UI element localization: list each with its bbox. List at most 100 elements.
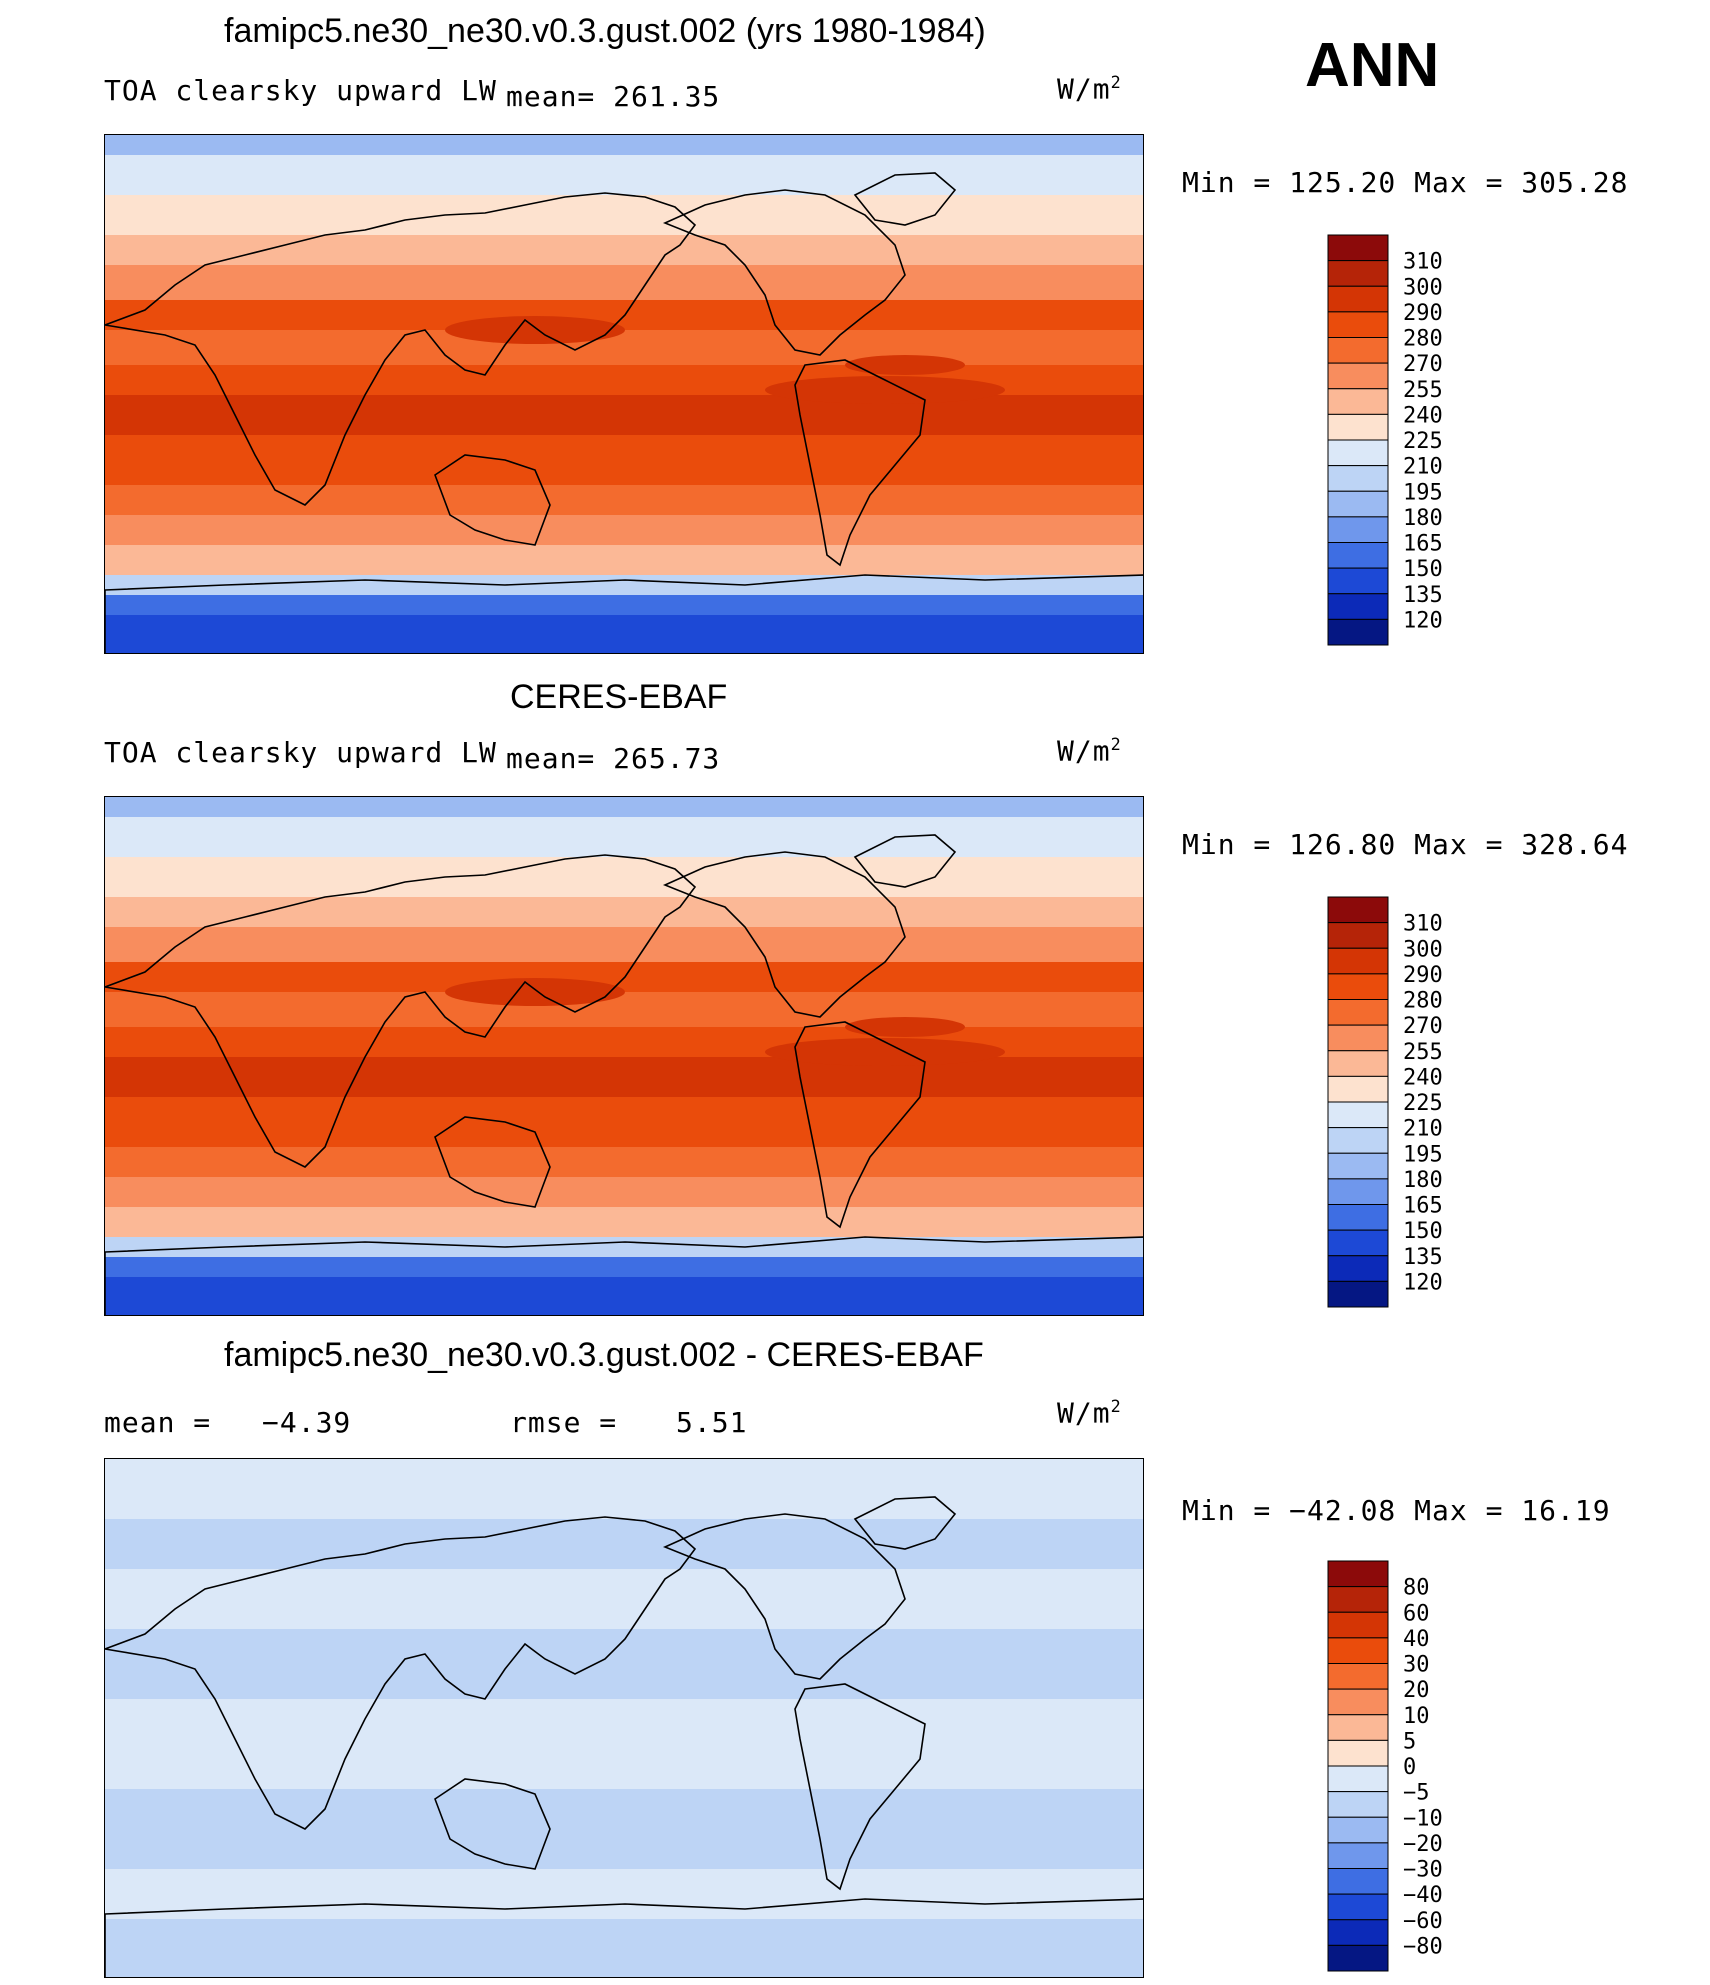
colorbar-tick-label: −60 bbox=[1403, 1909, 1443, 1934]
colorbar-tick-label: 135 bbox=[1403, 583, 1443, 608]
colorbar-tick-label: 290 bbox=[1403, 963, 1443, 988]
coastline bbox=[662, 851, 906, 1018]
coastline bbox=[434, 1116, 551, 1208]
colorbar-swatch bbox=[1327, 1893, 1389, 1921]
colorbar-swatch bbox=[1327, 896, 1389, 924]
colorbar-tick-label: 150 bbox=[1403, 1219, 1443, 1244]
colorbar-tick-label: 30 bbox=[1403, 1653, 1430, 1678]
coastline bbox=[853, 834, 957, 888]
colorbar-tick-label: 195 bbox=[1403, 1142, 1443, 1167]
colorbar-swatch bbox=[1327, 1791, 1389, 1818]
colorbar-swatch bbox=[1327, 567, 1389, 595]
colorbar-tick-label: −80 bbox=[1403, 1934, 1443, 1959]
coastline bbox=[794, 1683, 926, 1891]
colorbar-swatch bbox=[1327, 413, 1389, 441]
coastline bbox=[794, 359, 926, 567]
coastline bbox=[853, 172, 957, 226]
colorbar-swatch bbox=[1327, 1024, 1389, 1052]
colorbar-tick-label: 10 bbox=[1403, 1704, 1430, 1729]
colorbar-tick-label: 180 bbox=[1403, 506, 1443, 531]
colorbar-tick-label: 120 bbox=[1403, 1270, 1443, 1295]
colorbar-tick-label: −20 bbox=[1403, 1832, 1443, 1857]
colorbar-swatch bbox=[1327, 388, 1389, 415]
panel-model-variable: TOA clearsky upward LW bbox=[104, 74, 497, 107]
colorbar-swatch bbox=[1327, 1280, 1389, 1308]
coastline bbox=[662, 189, 906, 356]
panel-diff-rmse-value: 5.51 bbox=[676, 1406, 748, 1439]
colorbar-swatch bbox=[1327, 1842, 1389, 1869]
panel-diff-map bbox=[104, 1458, 1144, 1978]
panel-diff-units: W/m2 bbox=[1057, 1396, 1122, 1430]
colorbar-swatch bbox=[1327, 1663, 1389, 1690]
colorbar-tick-label: 180 bbox=[1403, 1168, 1443, 1193]
colorbar-tick-label: 40 bbox=[1403, 1627, 1430, 1652]
colorbar-swatch bbox=[1327, 1178, 1389, 1205]
colorbar-tick-label: 165 bbox=[1403, 1194, 1443, 1219]
colorbar-tick-label: 225 bbox=[1403, 429, 1443, 454]
colorbar-tick-label: 240 bbox=[1403, 403, 1443, 428]
panel-obs-colorbar: 310 300 290 280 270 255 240 225 210 195 180 165 150 1… bbox=[1327, 896, 1497, 1315]
colorbar-tick-label: 0 bbox=[1403, 1755, 1416, 1780]
colorbar-swatch bbox=[1327, 1204, 1389, 1231]
coastline bbox=[105, 854, 697, 1168]
coastline bbox=[105, 1898, 1143, 1977]
colorbar-swatch bbox=[1327, 1868, 1389, 1895]
colorbar-swatch bbox=[1327, 1688, 1389, 1716]
colorbar-swatch bbox=[1327, 439, 1389, 467]
colorbar-swatch bbox=[1327, 1255, 1389, 1282]
colorbar-tick-label: 20 bbox=[1403, 1678, 1430, 1703]
colorbar-tick-label: 225 bbox=[1403, 1091, 1443, 1116]
colorbar-swatch bbox=[1327, 234, 1389, 262]
colorbar-tick-label: 80 bbox=[1403, 1576, 1430, 1601]
colorbar-tick-label: 270 bbox=[1403, 1014, 1443, 1039]
colorbar-swatch bbox=[1327, 1816, 1389, 1844]
colorbar-swatch bbox=[1327, 1127, 1389, 1154]
colorbar-tick-label: 120 bbox=[1403, 608, 1443, 633]
panel-obs-variable: TOA clearsky upward LW bbox=[104, 736, 497, 769]
colorbar-tick-label: 300 bbox=[1403, 937, 1443, 962]
colorbar-swatch bbox=[1327, 465, 1389, 492]
colorbar-swatch bbox=[1327, 1714, 1389, 1741]
colorbar-swatch bbox=[1327, 311, 1389, 338]
panel-model-map bbox=[104, 134, 1144, 654]
colorbar-tick-label: 240 bbox=[1403, 1065, 1443, 1090]
colorbar-swatch bbox=[1327, 593, 1389, 620]
panel-model-mean: mean= 261.35 bbox=[506, 80, 721, 113]
colorbar-swatch bbox=[1327, 542, 1389, 569]
colorbar-swatch bbox=[1327, 1101, 1389, 1129]
colorbar-tick-label: 310 bbox=[1403, 250, 1443, 275]
coastline bbox=[434, 454, 551, 546]
colorbar-swatch bbox=[1327, 1765, 1389, 1793]
colorbar-tick-label: 290 bbox=[1403, 301, 1443, 326]
colorbar-swatch bbox=[1327, 618, 1389, 646]
panel-obs-map bbox=[104, 796, 1144, 1316]
coastline bbox=[105, 574, 1143, 653]
panel-diff-rmse-label: rmse = bbox=[510, 1406, 618, 1439]
panel-diff-colorbar: 80 60 40 30 20 10 5 0 −5 −10 −20 −30 −40 −60 −80 bbox=[1327, 1560, 1497, 1979]
colorbar-tick-label: 280 bbox=[1403, 327, 1443, 352]
coastline bbox=[662, 1513, 906, 1680]
colorbar-tick-label: 255 bbox=[1403, 1040, 1443, 1065]
colorbar-swatch bbox=[1327, 1611, 1389, 1639]
colorbar-swatch bbox=[1327, 973, 1389, 1000]
panel-obs-units: W/m2 bbox=[1057, 734, 1122, 768]
colorbar-tick-label: −30 bbox=[1403, 1858, 1443, 1883]
colorbar-swatch bbox=[1327, 1944, 1389, 1972]
coastline bbox=[794, 1021, 926, 1229]
coastline bbox=[105, 1236, 1143, 1315]
colorbar-swatch bbox=[1327, 947, 1389, 975]
colorbar-tick-label: 150 bbox=[1403, 557, 1443, 582]
colorbar-tick-label: 270 bbox=[1403, 352, 1443, 377]
colorbar-tick-label: 255 bbox=[1403, 378, 1443, 403]
panel-obs-minmax: Min = 126.80 Max = 328.64 bbox=[1182, 828, 1629, 861]
panel-model-minmax: Min = 125.20 Max = 305.28 bbox=[1182, 166, 1629, 199]
colorbar-tick-label: 310 bbox=[1403, 912, 1443, 937]
panel-diff-minmax: Min = −42.08 Max = 16.19 bbox=[1182, 1494, 1611, 1527]
colorbar-swatch bbox=[1327, 490, 1389, 518]
colorbar-tick-label: −40 bbox=[1403, 1883, 1443, 1908]
colorbar-tick-label: 60 bbox=[1403, 1601, 1430, 1626]
colorbar-tick-label: −10 bbox=[1403, 1806, 1443, 1831]
colorbar-swatch bbox=[1327, 1586, 1389, 1613]
colorbar-tick-label: −5 bbox=[1403, 1781, 1430, 1806]
panel-diff-title: famipc5.ne30_ne30.v0.3.gust.002 - CERES-… bbox=[224, 1336, 984, 1374]
